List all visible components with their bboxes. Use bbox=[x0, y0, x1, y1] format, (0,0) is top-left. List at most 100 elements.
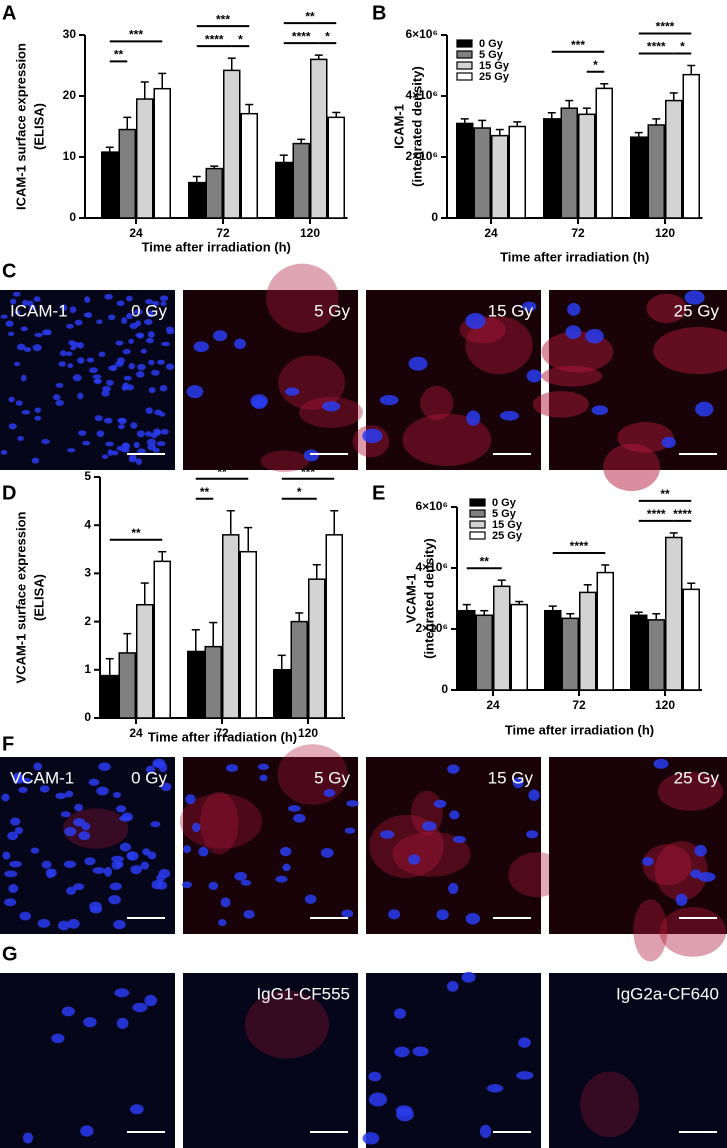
panel-letter: D bbox=[2, 482, 16, 504]
nucleus bbox=[320, 847, 334, 858]
bar bbox=[273, 669, 291, 719]
bar bbox=[493, 585, 511, 691]
nucleus bbox=[412, 1046, 429, 1057]
cytoplasm-stain bbox=[603, 443, 661, 492]
nucleus bbox=[37, 918, 51, 928]
nucleus bbox=[4, 870, 18, 878]
bar bbox=[595, 87, 613, 219]
cytoplasm-stain bbox=[617, 422, 674, 453]
nucleus bbox=[96, 319, 103, 325]
nucleus bbox=[395, 1105, 413, 1116]
nucleus bbox=[18, 786, 28, 794]
x-tick-label: 120 bbox=[298, 726, 318, 740]
y-tick-label: 0 bbox=[431, 210, 438, 224]
cytoplasm-stain bbox=[200, 791, 239, 855]
nucleus bbox=[48, 868, 57, 877]
nucleus bbox=[115, 340, 124, 346]
bar bbox=[647, 619, 665, 691]
nucleus bbox=[156, 441, 166, 447]
nucleus bbox=[165, 326, 174, 333]
x-axis-label: Time after irradiation (h) bbox=[148, 729, 297, 744]
bar bbox=[240, 112, 258, 219]
nucleus bbox=[117, 357, 125, 365]
significance-label: ** bbox=[200, 485, 210, 499]
bar bbox=[475, 614, 493, 691]
nucleus bbox=[42, 329, 50, 336]
legend-swatch bbox=[469, 509, 486, 518]
nucleus bbox=[67, 918, 80, 929]
bar bbox=[290, 620, 308, 719]
nucleus bbox=[250, 394, 268, 408]
nucleus bbox=[234, 338, 246, 350]
nucleus bbox=[66, 886, 76, 895]
nucleus bbox=[21, 410, 31, 415]
cytoplasm-stain bbox=[266, 263, 339, 333]
nucleus bbox=[461, 971, 476, 983]
nucleus bbox=[147, 443, 157, 451]
y-tick-label: 30 bbox=[63, 27, 77, 41]
nucleus bbox=[5, 320, 14, 327]
tile-caption: 0 Gy bbox=[131, 768, 167, 787]
nucleus bbox=[29, 304, 36, 311]
nucleus bbox=[362, 428, 383, 444]
tile-caption: 25 Gy bbox=[674, 768, 720, 787]
y-tick-label: 1 bbox=[84, 662, 91, 676]
nucleus bbox=[9, 860, 22, 868]
bar bbox=[665, 99, 683, 219]
nucleus bbox=[287, 805, 301, 812]
nucleus bbox=[528, 789, 540, 801]
nucleus bbox=[77, 357, 85, 364]
nucleus bbox=[128, 338, 134, 344]
y-tick-label: 4×10⁶ bbox=[405, 88, 438, 102]
nucleus bbox=[282, 863, 291, 872]
nucleus bbox=[65, 351, 73, 357]
nucleus bbox=[144, 994, 158, 1007]
nucleus bbox=[96, 786, 109, 796]
nucleus bbox=[516, 1071, 534, 1080]
nucleus bbox=[159, 412, 166, 417]
nucleus bbox=[113, 919, 126, 930]
nucleus bbox=[73, 817, 86, 827]
nucleus bbox=[86, 357, 95, 363]
nucleus bbox=[479, 1124, 492, 1138]
nucleus bbox=[393, 1008, 407, 1019]
nucleus bbox=[144, 319, 153, 326]
nucleus bbox=[93, 378, 102, 384]
nucleus bbox=[684, 290, 705, 305]
bar bbox=[275, 161, 293, 219]
micrograph: 25 Gy bbox=[532, 290, 727, 492]
y-tick-label: 2×10⁶ bbox=[405, 149, 438, 163]
nucleus bbox=[1, 793, 10, 802]
nucleus bbox=[106, 379, 114, 386]
nucleus bbox=[259, 774, 268, 782]
nucleus bbox=[142, 848, 151, 856]
panel-letter: G bbox=[2, 943, 18, 965]
nucleus bbox=[32, 344, 42, 352]
cytoplasm-stain bbox=[532, 391, 589, 418]
nucleus bbox=[121, 442, 131, 450]
nucleus bbox=[186, 385, 204, 399]
nucleus bbox=[12, 291, 21, 297]
nucleus bbox=[80, 1125, 94, 1137]
nucleus bbox=[101, 454, 109, 459]
x-tick-label: 24 bbox=[129, 726, 143, 740]
bar bbox=[153, 560, 171, 719]
nucleus bbox=[140, 348, 147, 354]
y-tick-label: 6×10⁶ bbox=[405, 27, 438, 41]
nucleus bbox=[13, 772, 24, 783]
y-axis-label: VCAM-1 surface expression bbox=[13, 511, 28, 683]
nucleus bbox=[34, 415, 42, 421]
nucleus bbox=[653, 758, 669, 769]
bar bbox=[118, 128, 136, 219]
bar bbox=[682, 588, 700, 691]
nucleus bbox=[150, 821, 161, 828]
nucleus bbox=[14, 827, 24, 835]
nucleus bbox=[126, 384, 135, 391]
nucleus bbox=[447, 764, 460, 774]
nucleus bbox=[160, 341, 171, 347]
nucleus bbox=[275, 875, 288, 883]
legend-swatch bbox=[456, 61, 473, 70]
nucleus bbox=[94, 415, 103, 422]
nucleus bbox=[585, 329, 604, 344]
